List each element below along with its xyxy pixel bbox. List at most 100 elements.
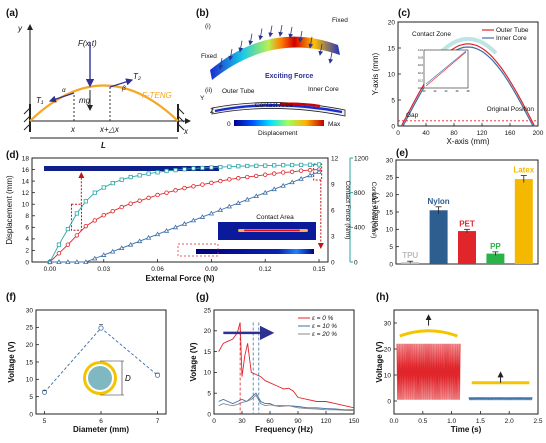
panel-letter-h: (h) [376, 292, 389, 303]
panel-g: (g) 0 30 60 90 120 150 0 5 10 15 20 25 Frequency (Hz)… [189, 292, 360, 434]
c-xtick-label-1: 40 [422, 130, 430, 137]
d-point-1-1 [56, 242, 62, 247]
fteng-curve [29, 84, 179, 122]
d-point-2-3 [74, 259, 80, 264]
h-series-1 [468, 397, 533, 401]
panel-b: (b) (i) Fixed Fixed Exciting Force (ii) … [196, 8, 348, 137]
d-right2-tick-3: 1200 [354, 155, 369, 162]
g-series-1 [218, 392, 354, 411]
d-left-ytick-label-0: 0 [25, 259, 29, 266]
d-point-1-15 [182, 167, 187, 172]
f-ytick-label-3: 15 [26, 359, 34, 366]
f-tube-core [88, 366, 112, 390]
g-ytick-label-3: 15 [204, 349, 212, 356]
d-point-1-17 [200, 165, 205, 171]
e-ylabel: Voltage (V) [371, 192, 380, 232]
panel-c: (c) 0 40 80 120 160 200 0 5 10 15 20 X-axis (mm) Y-ax… [371, 8, 544, 146]
d-point-0-11 [146, 195, 151, 201]
d-point-2-0 [47, 259, 53, 264]
e-cat-label-0: TPU [402, 251, 418, 260]
d-xtick-label-0: 0.00 [44, 266, 57, 273]
d-point-2-21 [235, 200, 241, 205]
d-zoom-box [177, 243, 219, 257]
e-ytick-label-3: 15 [386, 209, 394, 216]
e-bar-1 [429, 210, 448, 264]
d-point-0-5 [92, 218, 97, 223]
d-point-0-26 [280, 170, 286, 175]
d-strip-bottom [196, 249, 314, 254]
fixed-right-label: Fixed [332, 17, 348, 24]
exciting-force-arrows [218, 24, 334, 70]
c-ytick-label-4: 20 [388, 19, 396, 26]
d-point-0-28 [298, 168, 304, 173]
force-arrow-9 [308, 36, 314, 49]
d-point-1-7 [110, 181, 115, 186]
d-point-1-22 [245, 163, 250, 169]
d-point-2-27 [289, 179, 295, 185]
e-bar-2 [458, 231, 476, 264]
e-cat-label-4: Latex [513, 166, 534, 175]
c-inset-outer [425, 51, 467, 87]
d-left-ytick-label-9: 18 [22, 155, 30, 162]
c-ylabel: Y-axis (mm) [371, 52, 380, 95]
d-point-2-25 [271, 186, 277, 192]
f-ytick-label-5: 25 [26, 325, 34, 332]
d-point-2-18 [208, 210, 215, 216]
c-xtick-label-2: 80 [450, 130, 458, 137]
force-arrow-11 [328, 51, 334, 64]
d-contact-inset-core [244, 229, 300, 232]
force-arrow-6 [278, 24, 284, 37]
panel-letter-f: (f) [6, 292, 16, 303]
exciting-force-label: Exciting Force [265, 73, 313, 80]
f-xlabel: Diameter (mm) [73, 425, 129, 434]
plot-frame [393, 309, 539, 415]
g-xtick-label-5: 150 [349, 418, 360, 425]
g-ytick-label-1: 5 [207, 391, 211, 398]
e-cat-label-2: PET [459, 219, 475, 228]
c-gap: Gap [406, 112, 419, 119]
f-diameter-symbol: D [125, 374, 131, 383]
c-inset-ytick-3: 10.6 [418, 63, 424, 67]
d-point-0-23 [254, 173, 259, 179]
e-bar-4 [514, 179, 533, 264]
h-ytick-label-2: 20 [384, 346, 392, 353]
colorbar-label: Displacement [258, 130, 298, 137]
d-point-2-19 [217, 207, 224, 212]
g-legend-label-2: ε = 20 % [312, 331, 337, 338]
d-left-ytick-label-2: 4 [25, 236, 29, 243]
d-contact-area-label: Contact Area [256, 214, 294, 221]
force-arrow-3 [248, 33, 254, 46]
d-point-0-8 [119, 204, 124, 210]
d-point-0-19 [218, 178, 223, 184]
d-left-ytick-label-4: 8 [25, 213, 29, 220]
f-ytick-label-6: 30 [26, 307, 34, 314]
g-ytick-label-4: 20 [204, 328, 212, 335]
e-ytick-label-6: 30 [386, 157, 394, 164]
d-point-1-4 [83, 199, 88, 204]
c-legend-label-1: Inner Core [496, 35, 527, 42]
c-inset-xtick-0: 40 [423, 89, 426, 93]
c-inset-ytick-5: 11.0 [418, 48, 423, 52]
panel-e: (e) 0 5 10 15 20 25 30 Voltage (V) TPU Nylon PET PP L… [371, 148, 539, 268]
d-point-2-1 [56, 259, 62, 264]
d-point-2-14 [172, 224, 179, 230]
d-xtick-label-1: 0.03 [97, 266, 110, 273]
d-point-0-25 [271, 171, 277, 176]
g-xtick-label-0: 0 [212, 418, 216, 425]
d-point-2-8 [119, 245, 125, 251]
d-point-1-23 [254, 163, 259, 168]
c-ytick-label-3: 15 [388, 45, 396, 52]
d-ylabel-right1: Contact Force (N/m) [344, 181, 351, 240]
d-point-0-13 [164, 190, 169, 195]
c-inset-xtick-1: 42 [434, 89, 437, 93]
g-legend-label-1: ε = 10 % [312, 323, 337, 330]
c-inset-ytick-0: 10.0 [418, 86, 424, 90]
d-ylabel-left: Displacement (mm) [5, 175, 14, 245]
h-xtick-label-2: 1.0 [447, 418, 456, 425]
c-legend-label-0: Outer Tube [496, 27, 529, 34]
d-point-1-11 [146, 171, 151, 176]
axis-x-label: x [183, 127, 189, 136]
d-point-1-19 [218, 164, 223, 170]
left-wall [23, 104, 31, 132]
d-point-1-20 [227, 164, 232, 169]
